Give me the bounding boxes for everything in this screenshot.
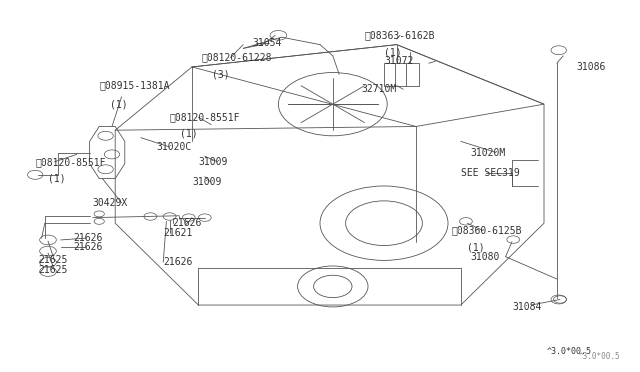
Text: SEE SEC319: SEE SEC319 — [461, 168, 520, 178]
Text: Ⓝ08363-6162B: Ⓝ08363-6162B — [365, 31, 435, 40]
Text: 21625: 21625 — [38, 265, 68, 275]
Text: 21621: 21621 — [163, 228, 193, 237]
Text: (1): (1) — [180, 129, 198, 139]
Text: 31072: 31072 — [384, 57, 413, 66]
Text: 31020C: 31020C — [157, 142, 192, 152]
Text: 31084: 31084 — [512, 302, 541, 312]
Text: 30429X: 30429X — [93, 198, 128, 208]
Text: 21626: 21626 — [163, 257, 193, 267]
Text: 21626: 21626 — [74, 243, 103, 252]
Text: 31009: 31009 — [198, 157, 228, 167]
Text: 32710M: 32710M — [362, 84, 397, 94]
Text: (1): (1) — [384, 47, 402, 57]
Text: 31009: 31009 — [192, 177, 221, 187]
Text: (1): (1) — [48, 174, 66, 183]
Text: ^3.0*00.5: ^3.0*00.5 — [547, 347, 592, 356]
Text: ⒲08120-61228: ⒲08120-61228 — [202, 53, 272, 62]
Text: 31054: 31054 — [253, 38, 282, 48]
Text: 21626: 21626 — [74, 233, 103, 243]
Text: Ⓝ08360-6125B: Ⓝ08360-6125B — [451, 226, 522, 235]
Text: ⒲08120-8551F: ⒲08120-8551F — [170, 112, 240, 122]
Text: (3): (3) — [212, 70, 230, 79]
Text: (1): (1) — [467, 243, 485, 252]
Text: 31086: 31086 — [576, 62, 605, 72]
Text: 31020M: 31020M — [470, 148, 506, 157]
Text: 21626: 21626 — [173, 218, 202, 228]
Text: 21625: 21625 — [38, 256, 68, 265]
Text: 31080: 31080 — [470, 252, 500, 262]
Text: Ⓦ08915-1381A: Ⓦ08915-1381A — [99, 81, 170, 90]
Text: ^3.0*00.5: ^3.0*00.5 — [579, 352, 621, 361]
Text: (1): (1) — [110, 99, 128, 109]
Text: ⒲08120-8551F: ⒲08120-8551F — [35, 157, 106, 167]
